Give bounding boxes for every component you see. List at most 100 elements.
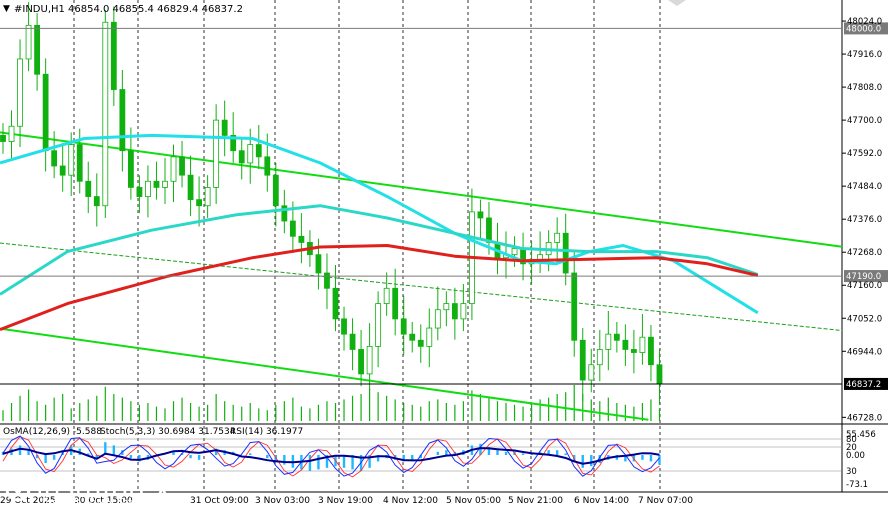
time-tick-label: 3 Nov 19:00: [318, 496, 373, 506]
symbol-menu-icon[interactable]: ▼: [3, 4, 10, 14]
channel-middle-line: [0, 242, 843, 331]
candle-body: [613, 333, 620, 341]
price-tick-label: 46944.0: [847, 347, 882, 357]
symbol-label: #INDU,H1: [14, 4, 65, 15]
oscillator-tick-label: 55.456: [846, 430, 876, 440]
candle-body: [8, 125, 15, 142]
price-tick-label: 47052.0: [847, 314, 882, 324]
candle-body: [0, 135, 6, 142]
candle-body: [630, 349, 637, 353]
candle-body: [145, 180, 151, 197]
candle-body: [230, 135, 237, 152]
candle-body: [255, 144, 262, 158]
candle-body: [434, 309, 441, 329]
price-tick-label: 47484.0: [847, 182, 882, 192]
candle-body: [238, 150, 245, 164]
candle-body: [247, 144, 254, 164]
candle-body: [315, 254, 322, 274]
candle-body: [298, 235, 305, 243]
candle-body: [579, 339, 586, 381]
candle-body: [605, 333, 612, 350]
candle-body: [272, 174, 279, 207]
time-tick-label: 5 Nov 21:00: [508, 496, 563, 506]
price-tick-label: 47160.0: [847, 281, 882, 291]
channel-upper-line: [0, 131, 843, 248]
candle-body: [289, 220, 296, 237]
candle-body: [596, 349, 603, 366]
price-levels: 48000.0 47190.0 46837.2: [0, 22, 888, 390]
candle-body: [622, 339, 629, 350]
time-tick-label: 31 Oct 09:00: [190, 496, 249, 506]
candle-body: [358, 349, 364, 375]
candle-body: [136, 186, 143, 197]
channel-lower-line: [0, 327, 649, 421]
candle-body: [451, 303, 458, 320]
price-tick-label: 47268.0: [847, 248, 882, 258]
candle-body: [400, 318, 407, 335]
scroll-marker-icon[interactable]: [668, 0, 686, 6]
candle-body: [341, 318, 347, 335]
time-tick-label: 30 Oct 15:00: [74, 496, 133, 506]
candle-body: [68, 144, 75, 176]
volume-histogram: [2, 385, 661, 421]
time-tick-label: 7 Nov 07:00: [638, 496, 693, 506]
candle-body: [187, 174, 194, 201]
candle-body: [486, 217, 492, 243]
ohlc-readout: 46854.0 46855.4 46829.4 46837.2: [68, 4, 243, 15]
level-badge: [844, 270, 888, 283]
price-tick-label: 47376.0: [847, 215, 882, 225]
candle-body: [213, 119, 220, 188]
trend-channel: [0, 131, 843, 421]
candle-body: [332, 287, 339, 320]
candle-body: [51, 150, 58, 167]
candle-body: [656, 364, 663, 385]
candle-body: [76, 144, 83, 182]
oscillator-tick-label: 30: [846, 467, 857, 477]
candle-body: [392, 287, 399, 320]
price-tick-label: 46728.0: [847, 413, 882, 423]
time-tick-label: 29 Oct 2025: [0, 496, 56, 506]
logo-dot-icon: [14, 485, 22, 493]
osma-legend: OsMA(12,26,9) -5.588: [3, 427, 102, 437]
candle-body: [59, 165, 66, 176]
candle-body: [196, 199, 202, 207]
candle-body: [221, 119, 228, 136]
price-tick-label: 47808.0: [847, 83, 882, 93]
candle-body: [349, 333, 356, 350]
candle-body: [571, 272, 578, 341]
time-tick-label: 6 Nov 14:00: [574, 496, 629, 506]
candle-body: [204, 186, 211, 207]
candle-body: [554, 232, 561, 243]
candle-body: [375, 303, 382, 347]
candle-body: [34, 24, 41, 75]
candle-body: [162, 180, 168, 188]
candle-body: [127, 150, 134, 188]
watermark-brand: instaforex: [36, 473, 170, 504]
candle-body: [366, 345, 373, 375]
moving-average-line: [0, 244, 759, 331]
instaforex-logo: instaforex Instant Forex Trading: [5, 473, 170, 509]
stoch-main-line: [2, 435, 660, 477]
candle-body: [562, 232, 569, 274]
candle-body: [119, 89, 126, 152]
candle-body: [102, 21, 109, 207]
candle-body: [409, 333, 416, 341]
moving-average-line: [0, 204, 759, 296]
candle-body: [639, 336, 646, 353]
stoch-legend: Stoch(5,3,3) 30.6984 31.7534: [100, 427, 236, 437]
candle-body: [460, 303, 467, 320]
candle-body: [443, 303, 450, 311]
watermark-tagline: Instant Forex Trading: [42, 496, 158, 509]
candles: [0, 2, 663, 405]
candle-body: [153, 180, 160, 188]
logo-ring-icon: [5, 476, 31, 502]
candle-body: [42, 73, 49, 152]
level-label: 47190.0: [846, 272, 881, 282]
candle-body: [17, 58, 23, 127]
candle-body: [426, 327, 433, 347]
candle-body: [417, 339, 424, 347]
time-tick-label: 3 Nov 03:00: [255, 496, 310, 506]
price-tick-label: 48024.0: [847, 17, 882, 27]
